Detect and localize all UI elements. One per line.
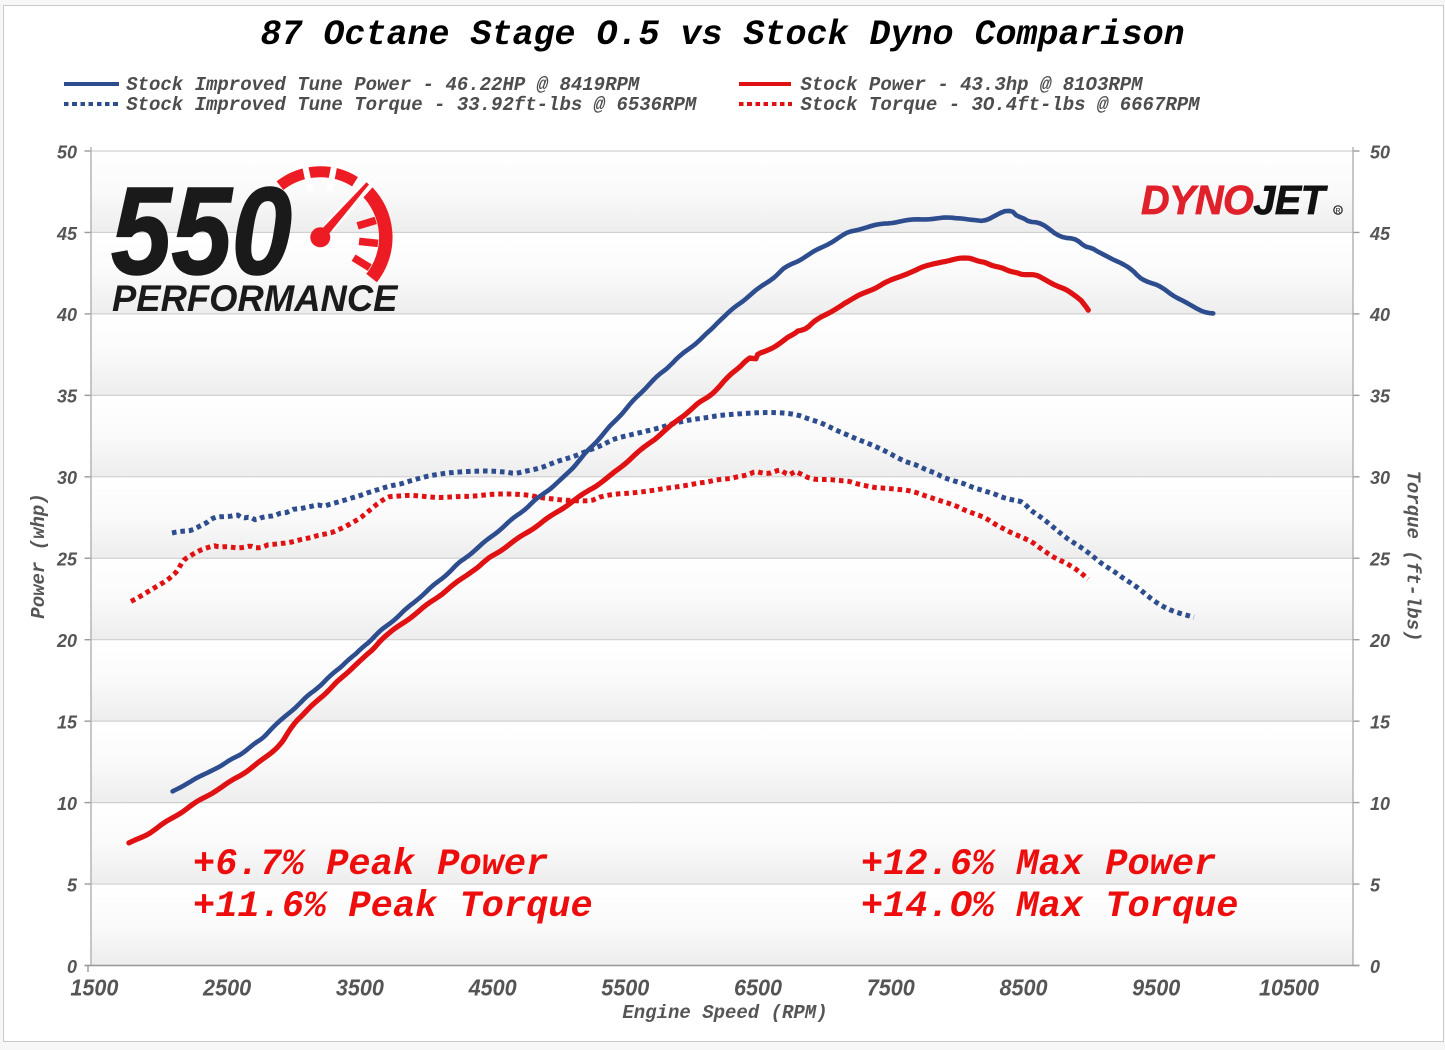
svg-text:10500: 10500: [1259, 975, 1320, 1001]
svg-text:3500: 3500: [336, 975, 384, 1001]
svg-text:15: 15: [57, 712, 78, 732]
svg-text:50: 50: [57, 142, 77, 162]
svg-text:7500: 7500: [867, 975, 915, 1001]
svg-text:10: 10: [57, 794, 77, 814]
svg-text:20: 20: [1369, 631, 1390, 651]
svg-text:DYNOJET: DYNOJET: [1141, 177, 1328, 223]
svg-text:25: 25: [56, 550, 78, 570]
svg-text:1500: 1500: [70, 975, 118, 1001]
svg-text:5500: 5500: [601, 975, 649, 1001]
svg-text:0: 0: [1370, 957, 1380, 977]
svg-text:15: 15: [1370, 712, 1391, 732]
svg-text:Power (whp): Power (whp): [28, 493, 50, 618]
svg-text:40: 40: [56, 305, 77, 325]
svg-text:10: 10: [1370, 794, 1390, 814]
svg-text:25: 25: [1369, 550, 1391, 570]
svg-text:45: 45: [56, 224, 78, 244]
svg-text:8500: 8500: [999, 975, 1047, 1001]
svg-text:5: 5: [1370, 875, 1381, 895]
svg-text:35: 35: [57, 387, 78, 407]
svg-text:45: 45: [1369, 224, 1391, 244]
svg-text:30: 30: [57, 468, 77, 488]
svg-text:35: 35: [1370, 387, 1391, 407]
svg-text:R: R: [1335, 208, 1340, 215]
svg-text:2500: 2500: [202, 975, 251, 1001]
svg-text:Torque (ft-lbs): Torque (ft-lbs): [1402, 470, 1424, 641]
svg-text:5: 5: [67, 875, 78, 895]
svg-text:6500: 6500: [734, 975, 782, 1001]
svg-text:50: 50: [1370, 142, 1390, 162]
svg-text:0: 0: [67, 957, 77, 977]
svg-text:Engine Speed (RPM): Engine Speed (RPM): [622, 1002, 827, 1024]
svg-text:4500: 4500: [468, 975, 517, 1001]
svg-text:PERFORMANCE: PERFORMANCE: [112, 278, 399, 319]
svg-text:30: 30: [1370, 468, 1390, 488]
svg-text:9500: 9500: [1132, 975, 1180, 1001]
svg-text:550: 550: [111, 162, 292, 300]
svg-text:40: 40: [1369, 305, 1390, 325]
svg-text:20: 20: [56, 631, 77, 651]
